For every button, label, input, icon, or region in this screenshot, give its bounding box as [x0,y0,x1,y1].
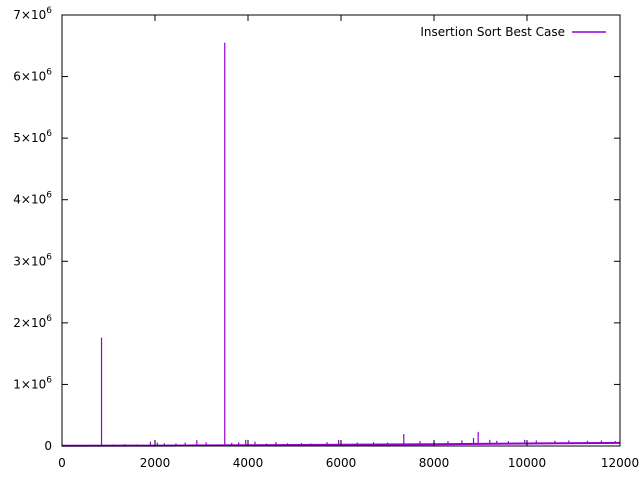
x-tick-label: 10000 [508,456,546,470]
legend-label: Insertion Sort Best Case [420,25,565,39]
y-tick-label: 7×106 [13,6,52,22]
y-tick-label: 6×106 [13,68,52,84]
plot-frame [61,14,621,447]
ticks-layer: 0 2000 4000 6000 8000 10000 12000 0 1×106 2×106 3×… [13,6,639,470]
x-tick-label: 4000 [233,456,264,470]
y-tick-label: 2×106 [13,314,52,330]
x-tick-label: 6000 [326,456,357,470]
x-tick-label: 0 [58,456,66,470]
legend: Insertion Sort Best Case [420,25,606,39]
y-tick-label: 0 [44,439,52,453]
x-tick-label: 2000 [140,456,171,470]
y-tick-label: 3×106 [13,252,52,268]
y-tick-label: 4×106 [13,191,52,207]
x-tick-label: 12000 [601,456,639,470]
y-tick-label: 1×106 [13,375,52,391]
y-tick-label: 5×106 [13,129,52,145]
x-tick-label: 8000 [419,456,450,470]
data-layer [61,42,621,447]
